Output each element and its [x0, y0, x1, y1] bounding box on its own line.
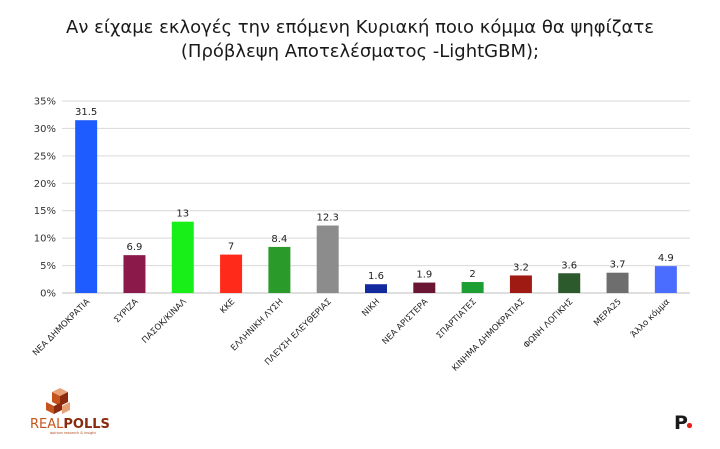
data-label: 1.6 [368, 271, 384, 282]
chart-subtitle: (Πρόβλεψη Αποτελέσματος -LightGBM); [181, 41, 539, 62]
gridlines [62, 100, 690, 294]
data-label: 4.9 [658, 253, 674, 264]
category-label: ΝΙΚΗ [360, 297, 382, 319]
data-label: 31.5 [75, 107, 97, 118]
data-label: 8.4 [271, 234, 287, 245]
y-tick-label: 0% [40, 289, 56, 300]
realpolls-logo: REALPOLLS opinion research & insight [30, 388, 110, 435]
category-label: ΚΚΕ [218, 297, 237, 316]
bar [123, 255, 146, 293]
y-tick-label: 10% [34, 234, 56, 245]
data-label: 13 [176, 209, 189, 220]
brand-mark: P [674, 412, 693, 434]
y-tick-label: 30% [34, 124, 56, 135]
bar [220, 254, 243, 293]
bar [509, 275, 532, 293]
bar [558, 273, 581, 293]
brand-dot [686, 422, 693, 429]
category-label: ΣΥΡΙΖΑ [112, 297, 140, 325]
bar [365, 284, 387, 293]
data-labels: 31.5 6.9 13 7 8.4 12.3 1.6 1.9 2 3.2 3.6 3.7 4.9 [75, 107, 674, 282]
logo-text-polls: POLLS [63, 417, 110, 432]
y-tick-label: 25% [34, 151, 56, 162]
logo-text: REALPOLLS [30, 417, 110, 432]
data-label: 3.7 [610, 260, 626, 271]
bars [75, 120, 677, 293]
category-label: ΦΩΝΗ ΛΟΓΙΚΗΣ [522, 297, 576, 351]
category-label: ΜΕΡΑ25 [592, 297, 623, 328]
y-tick-label: 35% [34, 97, 56, 108]
bar [75, 120, 98, 293]
logo-text-real: REAL [30, 417, 64, 432]
bar [171, 221, 194, 293]
y-tick-label: 5% [40, 261, 56, 272]
cube-stack-icon [46, 388, 70, 414]
category-label: ΝΕΑ ΑΡΙΣΤΕΡΑ [381, 297, 431, 347]
data-label: 3.2 [513, 262, 529, 273]
data-label: 6.9 [127, 242, 143, 253]
category-label: ΝΕΑ ΔΗΜΟΚΡΑΤΙΑ [31, 297, 92, 358]
category-label: ΠΑΣΟΚ/ΚΙΝΑΛ [140, 297, 189, 346]
bar [413, 282, 436, 293]
data-label: 7 [228, 242, 234, 253]
y-tick-label: 20% [34, 179, 56, 190]
chart-title: Αν είχαμε εκλογές την επόμενη Κυριακή πο… [66, 17, 654, 38]
category-label: ΣΠΑΡΤΙΑΤΕΣ [435, 297, 479, 341]
category-labels: ΝΕΑ ΔΗΜΟΚΡΑΤΙΑ ΣΥΡΙΖΑ ΠΑΣΟΚ/ΚΙΝΑΛ ΚΚΕΕΛΛΗΝΙ… [31, 296, 672, 374]
data-label: 3.6 [561, 260, 577, 271]
category-label: ΕΛΛΗΝΙΚΗ ΛΥΣΗ [229, 297, 285, 353]
bar [316, 225, 339, 293]
category-label: Άλλο κόμμα [628, 296, 672, 340]
y-axis-ticks: 0% 5% 10% 15% 20% 25% 30% 35% [34, 97, 56, 300]
bar [654, 266, 677, 293]
data-label: 12.3 [317, 213, 339, 224]
data-label: 1.9 [416, 270, 432, 281]
bar [461, 282, 484, 293]
logo-tagline: opinion research & insight [50, 431, 97, 435]
brand-letter: P [674, 412, 688, 434]
bar [606, 272, 629, 293]
y-tick-label: 15% [34, 206, 56, 217]
data-label: 2 [469, 269, 475, 280]
bar [268, 246, 291, 293]
